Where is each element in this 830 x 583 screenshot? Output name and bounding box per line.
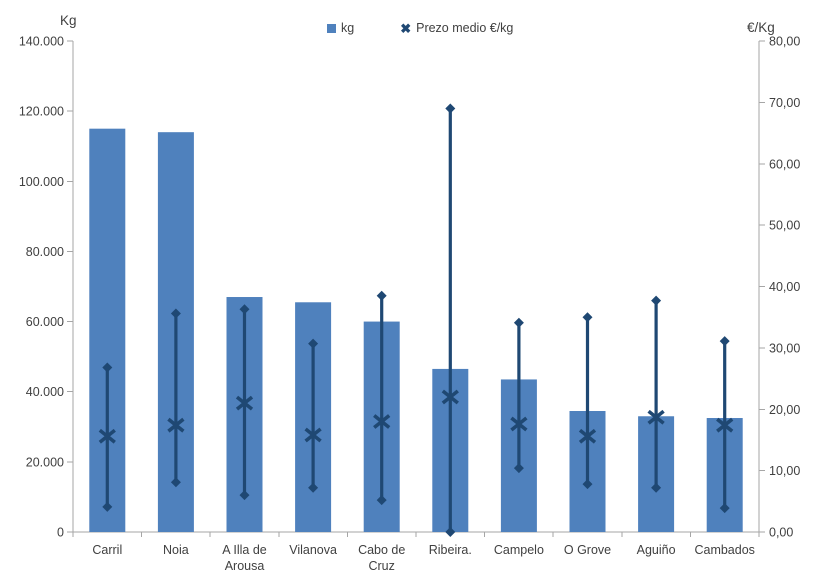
category-label-cabo-de-cruz: Cabo de: [358, 543, 405, 557]
legend-label-kg: kg: [341, 21, 355, 35]
left-axis-tick-label: 20.000: [26, 455, 64, 469]
left-axis-tick-label: 0: [57, 526, 64, 540]
price-mean-x-marker-ribeira: [441, 389, 459, 405]
price-mean-x-marker-cambados: [716, 417, 734, 433]
price-mean-x-marker-agui-o: [647, 409, 665, 425]
right-axis-tick-label: 40,00: [769, 280, 800, 294]
left-axis-tick-label: 100.000: [19, 175, 64, 189]
right-axis-tick-label: 80,00: [769, 35, 800, 49]
price-high-diamond-cabo-de-cruz: [376, 290, 387, 301]
category-label-a-illa-de-arousa: A Illa de: [222, 543, 267, 557]
price-high-diamond-a-illa-de-arousa: [239, 304, 250, 315]
price-mean-x-marker-campelo: [510, 416, 528, 432]
price-low-diamond-cambados: [719, 503, 730, 514]
right-axis-tick-label: 20,00: [769, 403, 800, 417]
price-low-diamond-noia: [170, 477, 181, 488]
left-axis-title: Kg: [60, 13, 77, 28]
price-high-diamond-noia: [170, 308, 181, 319]
right-axis-tick-label: 10,00: [769, 464, 800, 478]
price-high-diamond-campelo: [513, 317, 524, 328]
x-marker-icon: ✖: [400, 20, 412, 36]
category-label-cabo-de-cruz: Cruz: [368, 559, 394, 573]
price-mean-x-marker-a-illa-de-arousa: [235, 395, 254, 411]
category-label-agui-o: Aguiño: [637, 543, 676, 557]
price-low-diamond-carril: [102, 501, 113, 512]
price-high-diamond-o-grove: [582, 312, 593, 323]
category-label-ribeira: Ribeira.: [429, 543, 472, 557]
price-mean-x-marker-o-grove: [578, 428, 597, 444]
category-axis-labels: Carril Noia A Illa de Arousa Vilanova Cabo de…: [92, 543, 755, 573]
category-label-noia: Noia: [163, 543, 189, 557]
right-axis-tick-label: 30,00: [769, 341, 800, 355]
category-label-cambados: Cambados: [694, 543, 754, 557]
price-mean-x-marker-vilanova: [304, 427, 322, 443]
right-axis-tick-label: 0,00: [769, 526, 793, 540]
price-low-diamond-ribeira: [445, 527, 456, 537]
price-high-diamond-vilanova: [308, 338, 319, 349]
price-low-diamond-campelo: [513, 463, 524, 474]
left-axis-tick-label: 60.000: [26, 315, 64, 329]
bars-series-kg: [89, 128, 743, 532]
right-axis-tick-label: 50,00: [769, 219, 800, 233]
right-axis-tick-label: 60,00: [769, 157, 800, 171]
price-low-diamond-agui-o: [651, 482, 662, 493]
legend-item-kg: kg: [327, 21, 354, 35]
price-mean-x-marker-carril: [98, 428, 116, 444]
left-axis-tick-label: 140.000: [19, 35, 64, 49]
kg-series-swatch-icon: [327, 23, 336, 33]
axes: 0 20.000 40.000 60.000 80.000 100.000 120.000 1…: [19, 35, 801, 540]
price-high-diamond-ribeira: [445, 103, 456, 114]
category-label-campelo: Campelo: [494, 543, 544, 557]
left-axis-tick-label: 40.000: [26, 385, 64, 399]
right-axis-tick-label: 70,00: [769, 96, 800, 110]
category-label-a-illa-de-arousa: Arousa: [225, 559, 265, 573]
right-axis-title: €/Kg: [747, 20, 775, 35]
legend-item-prezo-medio: ✖ Prezo medio €/kg: [400, 21, 513, 35]
price-low-diamond-vilanova: [308, 482, 319, 493]
category-label-o-grove: O Grove: [564, 543, 611, 557]
category-label-carril: Carril: [92, 543, 122, 557]
legend-label-prezo-medio: Prezo medio €/kg: [416, 21, 514, 35]
price-high-diamond-agui-o: [651, 295, 662, 306]
left-axis-tick-label: 120.000: [19, 105, 64, 119]
price-low-diamond-a-illa-de-arousa: [239, 490, 250, 501]
price-high-diamond-carril: [102, 362, 113, 373]
category-label-vilanova: Vilanova: [289, 543, 337, 557]
price-mean-x-marker-cabo-de-cruz: [373, 414, 391, 429]
price-low-diamond-cabo-de-cruz: [376, 495, 387, 506]
price-high-diamond-cambados: [719, 336, 730, 347]
legend: kg ✖ Prezo medio €/kg: [327, 21, 513, 35]
price-mean-x-marker-noia: [167, 417, 185, 433]
price-low-diamond-o-grove: [582, 479, 593, 490]
price-markers-series: [98, 103, 734, 537]
left-axis-tick-label: 80.000: [26, 245, 64, 259]
